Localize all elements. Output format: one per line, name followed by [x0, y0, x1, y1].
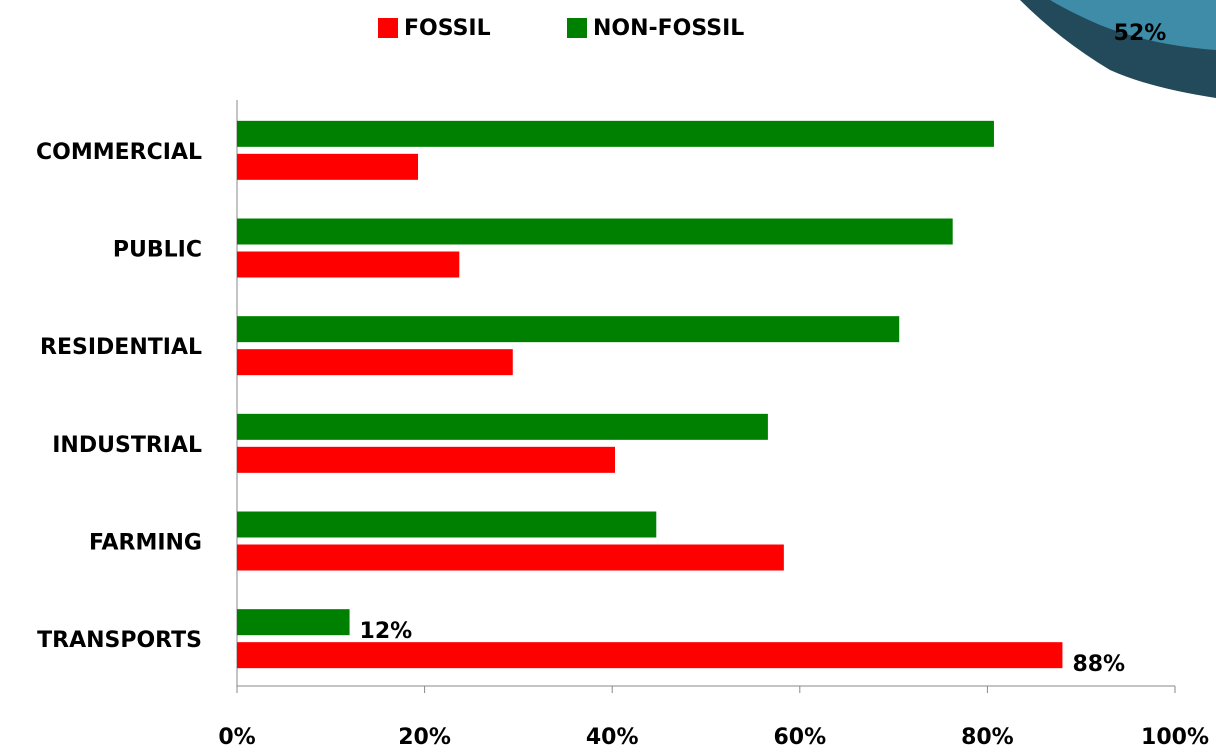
bar — [237, 251, 460, 278]
legend-swatch — [567, 18, 587, 38]
bar — [237, 511, 657, 538]
bar — [237, 609, 350, 636]
bar — [237, 544, 784, 571]
y-tick-label: PUBLIC — [113, 238, 202, 263]
bar — [237, 446, 616, 473]
x-tick-label: 80% — [961, 725, 1014, 750]
decor-blob-light — [1050, 0, 1216, 50]
legend-label: NON-FOSSIL — [593, 16, 744, 41]
y-tick-label: COMMERCIAL — [36, 140, 202, 165]
legend-swatch — [378, 18, 398, 38]
bar — [237, 349, 513, 376]
x-tick-label: 40% — [586, 725, 639, 750]
legend-label: FOSSIL — [404, 16, 491, 41]
data-label: 12% — [360, 619, 413, 644]
bar — [237, 153, 419, 180]
x-tick-label: 0% — [218, 725, 255, 750]
y-tick-label: FARMING — [89, 531, 202, 556]
x-tick-label: 20% — [398, 725, 451, 750]
bar — [237, 642, 1063, 669]
y-tick-label: RESIDENTIAL — [40, 335, 202, 360]
badge-label: 52% — [1114, 21, 1167, 46]
y-tick-label: INDUSTRIAL — [52, 433, 202, 458]
bar — [237, 413, 768, 440]
y-tick-label: TRANSPORTS — [37, 628, 202, 653]
bar — [237, 316, 900, 343]
x-tick-label: 60% — [773, 725, 826, 750]
bar — [237, 218, 953, 245]
x-tick-label: 100% — [1141, 725, 1209, 750]
bar — [237, 120, 994, 147]
data-label: 88% — [1072, 652, 1125, 677]
